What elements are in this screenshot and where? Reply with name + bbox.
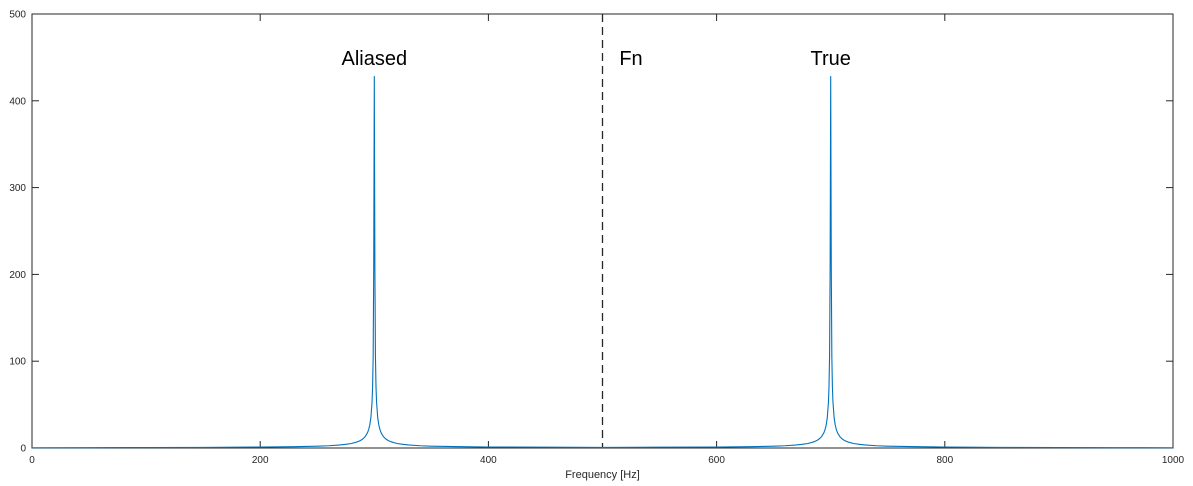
y-tick-label: 300 <box>9 183 26 194</box>
spectrum-line <box>31 75 1174 449</box>
y-tick-label: 500 <box>9 10 26 21</box>
annotation-aliased: Aliased <box>341 48 407 70</box>
y-tick-label: 100 <box>9 357 26 368</box>
x-tick-label: 1000 <box>1162 455 1185 466</box>
y-tick-label: 400 <box>9 96 26 107</box>
annotation-fn: Fn <box>619 48 642 70</box>
x-axis-title: Frequency [Hz] <box>565 469 640 481</box>
x-tick-label: 200 <box>252 455 269 466</box>
x-tick-label: 400 <box>480 455 497 466</box>
annotation-true: True <box>811 48 851 70</box>
y-tick-label: 200 <box>9 270 26 281</box>
x-tick-label: 0 <box>29 455 35 466</box>
y-tick-label: 0 <box>20 444 26 455</box>
plot-area: 0 200 400 600 800 1000 0 100 200 300 400 500 Frequen… <box>9 10 1184 482</box>
x-tick-label: 600 <box>708 455 725 466</box>
x-tick-label: 800 <box>936 455 953 466</box>
